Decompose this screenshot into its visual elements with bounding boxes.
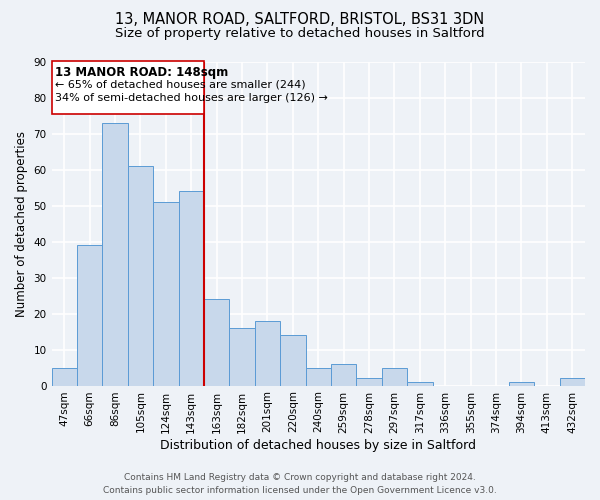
Bar xyxy=(305,368,331,386)
Text: 13, MANOR ROAD, SALTFORD, BRISTOL, BS31 3DN: 13, MANOR ROAD, SALTFORD, BRISTOL, BS31 … xyxy=(115,12,485,28)
Bar xyxy=(153,202,179,386)
Text: Contains HM Land Registry data © Crown copyright and database right 2024.
Contai: Contains HM Land Registry data © Crown c… xyxy=(103,473,497,495)
Text: 13 MANOR ROAD: 148sqm: 13 MANOR ROAD: 148sqm xyxy=(55,66,229,79)
Bar xyxy=(382,368,407,386)
Bar xyxy=(103,122,128,386)
Bar xyxy=(280,335,305,386)
Bar xyxy=(229,328,255,386)
Bar xyxy=(560,378,585,386)
Bar xyxy=(509,382,534,386)
Bar xyxy=(255,321,280,386)
X-axis label: Distribution of detached houses by size in Saltford: Distribution of detached houses by size … xyxy=(160,440,476,452)
Y-axis label: Number of detached properties: Number of detached properties xyxy=(15,130,28,316)
Bar xyxy=(331,364,356,386)
Bar xyxy=(52,368,77,386)
Bar xyxy=(52,62,204,114)
Text: Size of property relative to detached houses in Saltford: Size of property relative to detached ho… xyxy=(115,28,485,40)
Bar xyxy=(77,245,103,386)
Bar xyxy=(179,191,204,386)
Text: ← 65% of detached houses are smaller (244): ← 65% of detached houses are smaller (24… xyxy=(55,80,306,90)
Bar xyxy=(204,299,229,386)
Bar xyxy=(128,166,153,386)
Bar xyxy=(407,382,433,386)
Text: 34% of semi-detached houses are larger (126) →: 34% of semi-detached houses are larger (… xyxy=(55,93,328,103)
Bar xyxy=(356,378,382,386)
